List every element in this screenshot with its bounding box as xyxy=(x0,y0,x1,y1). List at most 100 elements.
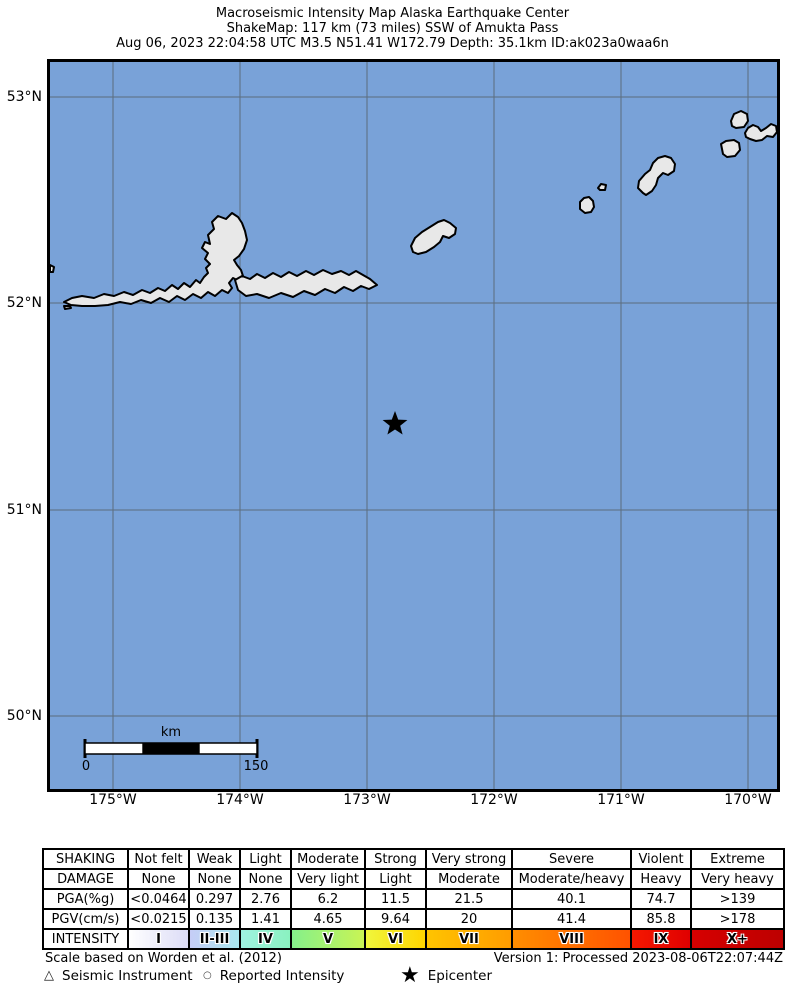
island xyxy=(597,183,607,191)
table-cell: 41.4 xyxy=(511,908,632,930)
lat-label: 52°N xyxy=(6,295,42,311)
island xyxy=(744,123,777,142)
island xyxy=(63,212,248,307)
table-cell: Moderate xyxy=(290,848,366,870)
table-cell: 74.7 xyxy=(630,888,692,910)
island xyxy=(63,305,72,310)
intensity-cell: X+ xyxy=(690,928,785,950)
title-line-1: Macroseismic Intensity Map Alaska Earthq… xyxy=(215,6,570,21)
table-cell: Heavy xyxy=(630,868,692,890)
table-cell: None xyxy=(188,868,241,890)
table-cell: Weak xyxy=(188,848,241,870)
title-line-2: ShakeMap: 117 km (73 miles) SSW of Amukt… xyxy=(226,21,559,36)
circle-icon: ○ xyxy=(203,970,212,981)
island xyxy=(730,110,749,129)
map-ocean: km 0 150 xyxy=(47,59,780,792)
intensity-table: SHAKING Not felt Weak Light Moderate Str… xyxy=(42,848,785,950)
table-cell: Moderate xyxy=(425,868,513,890)
row-label: INTENSITY xyxy=(42,928,129,950)
island xyxy=(234,269,378,299)
island-group xyxy=(50,110,777,310)
table-cell: Violent xyxy=(630,848,692,870)
table-cell: <0.0215 xyxy=(127,908,190,930)
intensity-cell: V xyxy=(290,928,366,950)
table-cell: 0.135 xyxy=(188,908,241,930)
row-label: SHAKING xyxy=(42,848,129,870)
legend-label: Epicenter xyxy=(427,968,493,984)
table-cell: Light xyxy=(364,868,427,890)
triangle-icon: △ xyxy=(44,968,54,983)
legend-epicenter: ★ Epicenter xyxy=(400,965,492,987)
table-cell: 20 xyxy=(425,908,513,930)
intensity-cell: IX xyxy=(630,928,692,950)
lon-label: 175°W xyxy=(89,792,137,808)
lon-label: 173°W xyxy=(343,792,391,808)
row-label: PGV(cm/s) xyxy=(42,908,129,930)
island xyxy=(50,264,55,273)
scale-bar-end: 150 xyxy=(243,759,269,774)
scale-bar-unit: km xyxy=(160,725,182,740)
table-cell: 6.2 xyxy=(290,888,366,910)
table-cell: 11.5 xyxy=(364,888,427,910)
table-cell: Very heavy xyxy=(690,868,785,890)
table-row-shaking: SHAKING Not felt Weak Light Moderate Str… xyxy=(42,848,785,870)
table-row-intensity: INTENSITY I II-III IV V VI VII VIII IX X… xyxy=(42,928,785,950)
row-label: PGA(%g) xyxy=(42,888,129,910)
scale-bar-start: 0 xyxy=(81,759,91,774)
table-cell: <0.0464 xyxy=(127,888,190,910)
legend-label: Seismic Instrument xyxy=(62,968,193,984)
intensity-cell: I xyxy=(127,928,190,950)
intensity-cell: VI xyxy=(364,928,427,950)
lat-label: 53°N xyxy=(6,89,42,105)
table-cell: Very strong xyxy=(425,848,513,870)
intensity-cell: II-III xyxy=(188,928,241,950)
version-processed-note: Version 1: Processed 2023-08-06T22:07:44… xyxy=(493,951,783,966)
legend-label: Reported Intensity xyxy=(219,968,345,984)
table-cell: Moderate/heavy xyxy=(511,868,632,890)
table-cell: 40.1 xyxy=(511,888,632,910)
table-cell: 85.8 xyxy=(630,908,692,930)
table-cell: >178 xyxy=(690,908,785,930)
lat-label: 50°N xyxy=(6,708,42,724)
island xyxy=(720,139,741,158)
lon-label: 174°W xyxy=(216,792,264,808)
table-cell: Not felt xyxy=(127,848,190,870)
table-cell: 1.41 xyxy=(239,908,292,930)
table-cell: 4.65 xyxy=(290,908,366,930)
table-cell: Very light xyxy=(290,868,366,890)
table-cell: >139 xyxy=(690,888,785,910)
scale-bar xyxy=(83,739,259,758)
title-block: Macroseismic Intensity Map Alaska Earthq… xyxy=(0,6,785,51)
lat-label: 51°N xyxy=(6,502,42,518)
scale-bar-fill xyxy=(142,743,200,754)
table-cell: 9.64 xyxy=(364,908,427,930)
intensity-cell: VII xyxy=(425,928,513,950)
island xyxy=(410,219,457,255)
island xyxy=(579,196,595,214)
graticule xyxy=(50,62,777,789)
legend-reported-intensity: ○ Reported Intensity xyxy=(203,965,344,987)
table-cell: Severe xyxy=(511,848,632,870)
table-cell: 2.76 xyxy=(239,888,292,910)
lon-label: 170°W xyxy=(724,792,772,808)
map-canvas xyxy=(50,62,777,789)
table-cell: 0.297 xyxy=(188,888,241,910)
table-cell: 21.5 xyxy=(425,888,513,910)
epicenter-star-icon xyxy=(382,411,408,435)
table-cell: Extreme xyxy=(690,848,785,870)
table-row-damage: DAMAGE None None None Very light Light M… xyxy=(42,868,785,890)
table-cell: None xyxy=(127,868,190,890)
table-cell: None xyxy=(239,868,292,890)
title-line-3: Aug 06, 2023 22:04:58 UTC M3.5 N51.41 W1… xyxy=(116,36,669,51)
table-row-pga: PGA(%g) <0.0464 0.297 2.76 6.2 11.5 21.5… xyxy=(42,888,785,910)
island xyxy=(637,155,676,196)
lon-label: 172°W xyxy=(470,792,518,808)
star-icon: ★ xyxy=(400,963,420,988)
row-label: DAMAGE xyxy=(42,868,129,890)
table-cell: Light xyxy=(239,848,292,870)
intensity-cell: IV xyxy=(239,928,292,950)
legend-seismic-instrument: △ Seismic Instrument xyxy=(44,965,193,987)
scale-reference-note: Scale based on Worden et al. (2012) xyxy=(45,951,282,966)
lon-label: 171°W xyxy=(597,792,645,808)
